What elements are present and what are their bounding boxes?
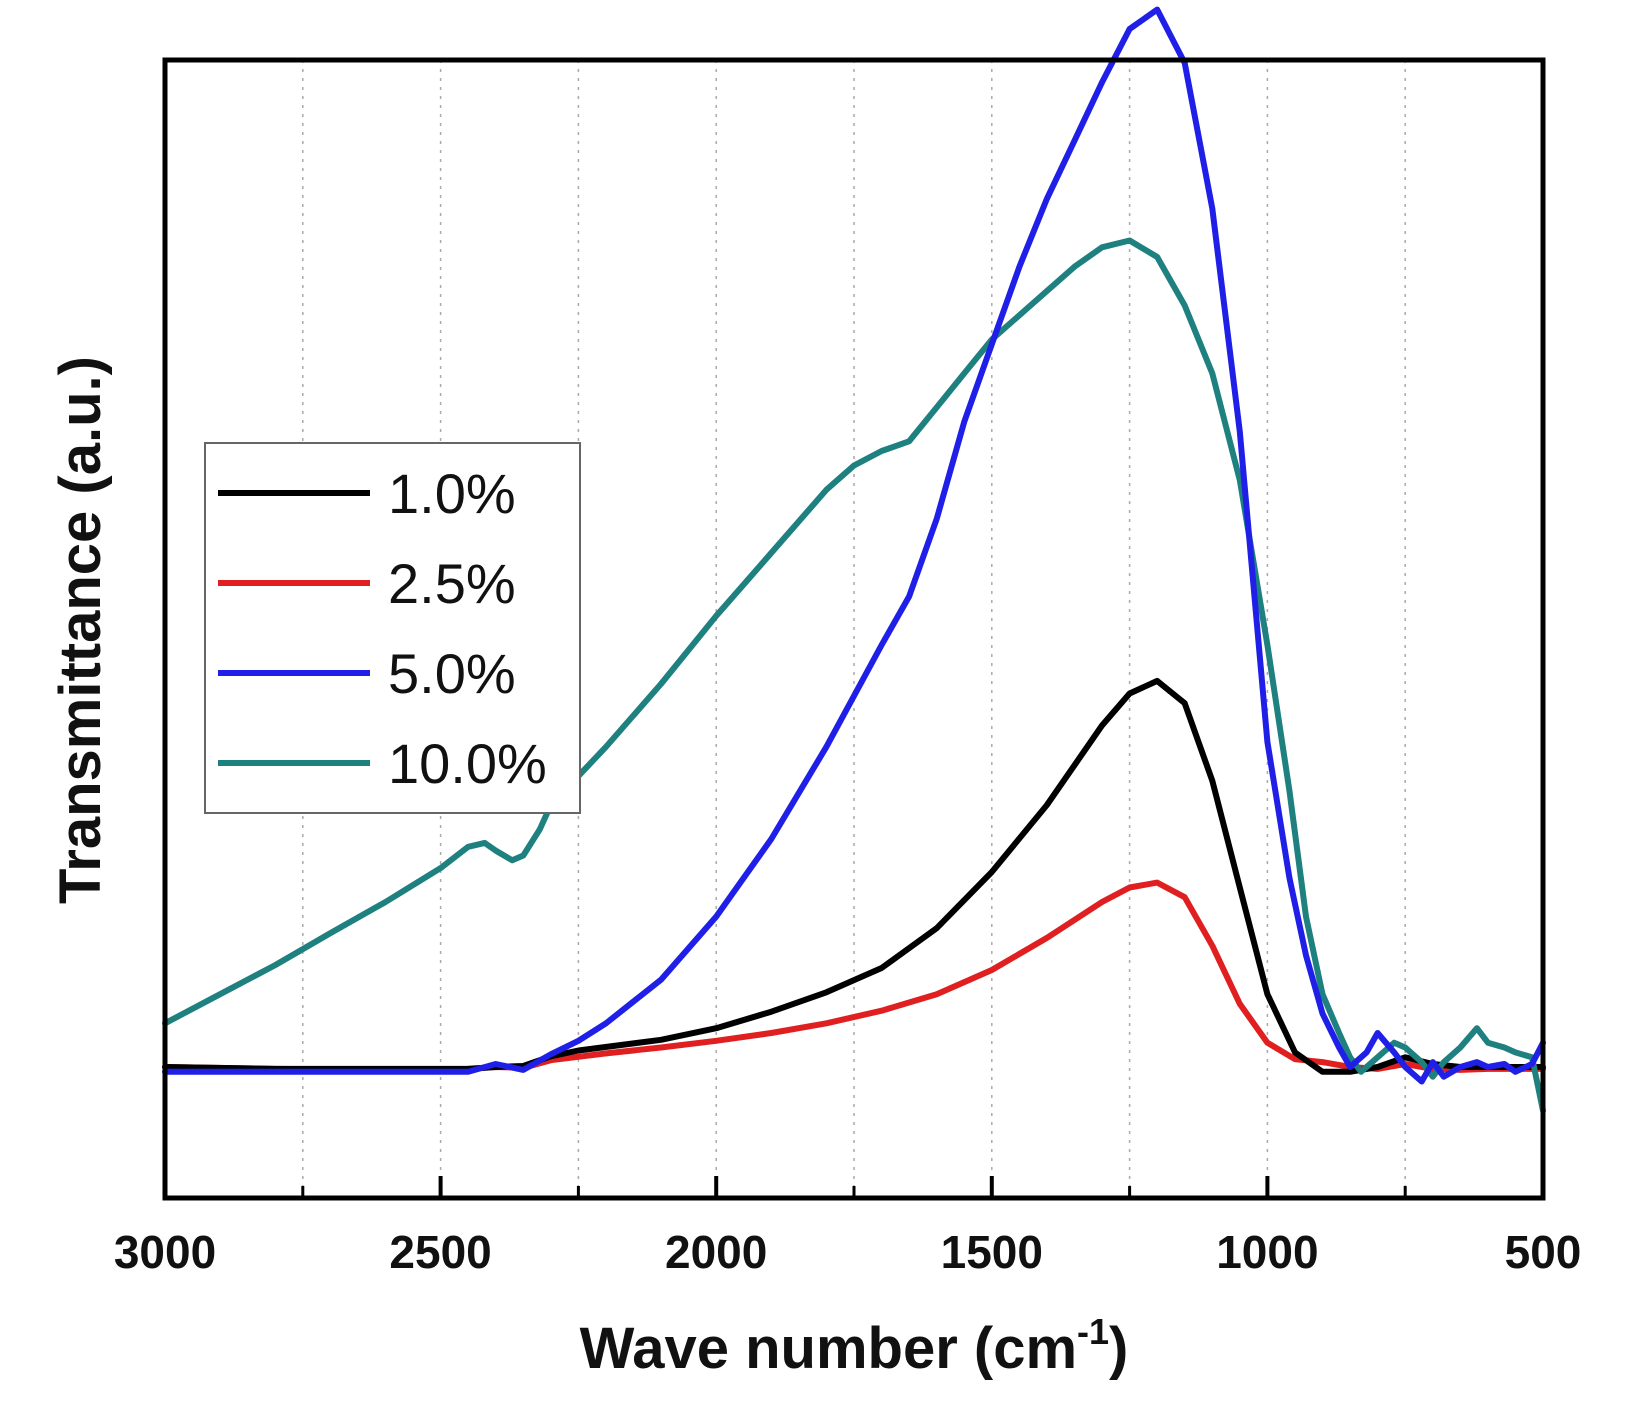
legend-box [204, 442, 581, 814]
x-tick-label-500: 500 [1505, 1226, 1582, 1278]
x-tick-label-1000: 1000 [1216, 1226, 1318, 1278]
series-line-5.0pct [162, 6, 1546, 1085]
legend-label-5.0pct: 5.0% [388, 642, 516, 705]
series-line-10.0pct [162, 237, 1546, 1114]
x-tick-label-2000: 2000 [665, 1226, 767, 1278]
x-axis-tick-labels: 3000 2500 2000 1500 1000 500 [114, 1226, 1582, 1278]
plot-lines [162, 6, 1546, 1114]
legend-label-10.0pct: 10.0% [388, 732, 547, 795]
x-tick-label-3000: 3000 [114, 1226, 216, 1278]
legend-label-2.5pct: 2.5% [388, 552, 516, 615]
legend-label-1.0pct: 1.0% [388, 462, 516, 525]
x-axis-title: Wave number (cm-1) [580, 1311, 1129, 1381]
x-tick-label-2500: 2500 [389, 1226, 491, 1278]
y-axis-title: Transmittance (a.u.) [48, 356, 113, 904]
x-tick-label-1500: 1500 [941, 1226, 1043, 1278]
legend: 1.0% 2.5% 5.0% 10.0% [204, 442, 581, 814]
x-axis-ticks [163, 1176, 1545, 1198]
